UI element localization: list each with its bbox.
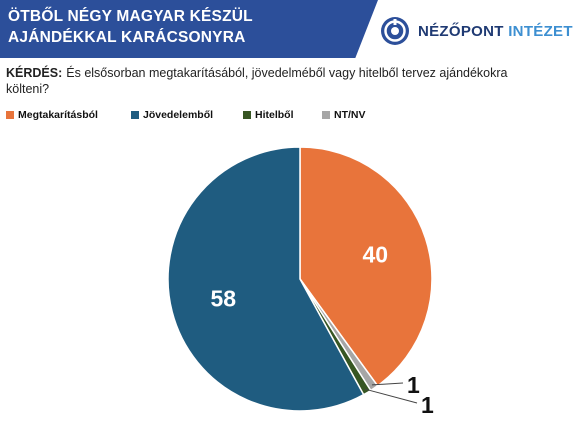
logo-text-main: NÉZŐPONT [418,22,504,40]
title-banner [0,0,378,58]
legend-swatch [131,111,139,119]
legend-label: Megtakarításból [18,109,98,121]
legend-label: Jövedelemből [143,109,214,121]
pie-slice-jovedelembol [167,146,365,412]
data-label-jovedelembol: 58 [210,286,236,312]
legend-swatch [6,111,14,119]
legend-label: Hitelből [255,109,294,121]
target-circle-icon [381,17,409,45]
legend-label: NT/NV [334,109,366,121]
logo-text-second: INTÉZET [508,22,573,40]
logo-text: NÉZŐPONT INTÉZET [418,23,573,40]
chart-legend: Megtakarításból Jövedelemből Hitelből NT… [6,109,576,123]
data-label-nt-nv: 1 [407,372,420,398]
data-label-hitelbol: 1 [421,392,434,418]
logo: NÉZŐPONT INTÉZET [380,14,573,48]
legend-item-megtakaritasbol: Megtakarításból [6,109,98,121]
legend-item-jovedelembol: Jövedelemből [131,109,213,121]
page-title: ÖTBŐL NÉGY MAGYAR KÉSZÜL AJÁNDÉKKAL KARÁ… [8,8,253,46]
legend-swatch [322,111,330,119]
data-label-megtakaritasbol: 40 [363,242,389,268]
legend-item-hitelbol: Hitelből [243,109,294,121]
leader-line-hitelbol [365,388,418,404]
leader-line-nt-nv [371,382,404,386]
survey-question: KÉRDÉS: És elsősorban megtakarításából, j… [6,65,526,97]
pie-slice-megtakaritasbol [299,146,433,387]
question-text: És elsősorban megtakarításából, jövedelm… [6,66,508,96]
legend-swatch [243,111,251,119]
question-label: KÉRDÉS: [6,66,63,80]
legend-item-nt-nv: NT/NV [322,109,366,121]
